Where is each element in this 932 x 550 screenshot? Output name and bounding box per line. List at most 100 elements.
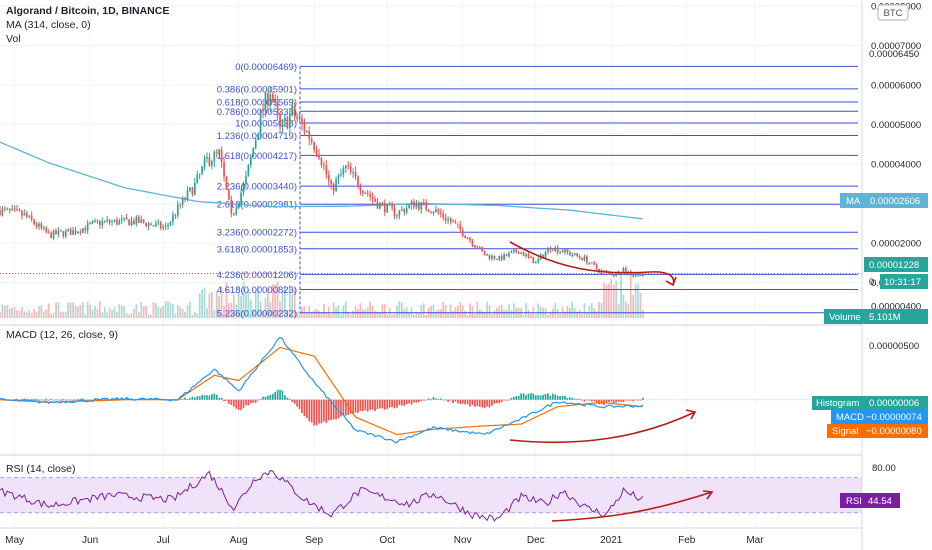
- candle-body: [16, 209, 18, 211]
- candle-body: [262, 109, 264, 112]
- volume-bar: [442, 301, 445, 318]
- candle-body: [67, 229, 70, 231]
- candle-body: [276, 102, 279, 115]
- volume-bar: [634, 284, 637, 318]
- macd-histogram-bar: [25, 399, 28, 400]
- volume-bar: [293, 288, 296, 318]
- price-tag-value: 0.00001228: [869, 260, 919, 271]
- macd-histogram-bar: [639, 399, 642, 401]
- volume-bar: [91, 309, 94, 318]
- macd-trend-curve[interactable]: [509, 411, 696, 444]
- macd-histogram-bar: [72, 399, 74, 401]
- macd-histogram-bar: [590, 399, 593, 402]
- rsi-trend-curve[interactable]: [551, 491, 713, 522]
- volume-bar: [242, 281, 245, 318]
- macd-histogram-bar: [371, 399, 374, 410]
- price-axis-label: 0.00004000: [871, 159, 921, 170]
- candle-body: [615, 272, 617, 276]
- price-divergence-curve[interactable]: [509, 241, 675, 286]
- macd-histogram-bar: [120, 397, 123, 400]
- volume-bar: [147, 313, 150, 318]
- volume-bar: [469, 303, 471, 318]
- volume-bar: [276, 281, 279, 318]
- trend-annotations[interactable]: [509, 241, 714, 522]
- candle-body: [342, 168, 345, 175]
- macd-histogram-bar: [62, 399, 65, 400]
- volume-bar: [522, 314, 525, 318]
- macd-histogram-bar: [586, 399, 588, 401]
- candle-body: [281, 120, 284, 128]
- macd-histogram-bar: [262, 396, 264, 400]
- candle-body: [444, 217, 447, 221]
- candle-body: [206, 157, 208, 159]
- macd-histogram-bar: [69, 399, 72, 401]
- volume-bar: [271, 284, 274, 318]
- macd-histogram-bar: [181, 398, 184, 400]
- volume-bar: [62, 311, 65, 318]
- volume-bar: [376, 311, 379, 318]
- macd-histogram-bar: [366, 399, 369, 412]
- volume-bar: [225, 282, 228, 318]
- candle-body: [113, 219, 116, 222]
- candle-body: [106, 219, 109, 221]
- macd-histogram-bar: [21, 399, 23, 401]
- macd-histogram-bar: [276, 389, 279, 400]
- candle-body: [374, 198, 376, 202]
- candle-body: [603, 270, 605, 272]
- time-axis[interactable]: May Jun Jul Aug Sep Oct Nov Dec 2021 Feb Mar: [5, 535, 764, 546]
- macd-histogram-bar: [52, 399, 55, 401]
- volume-bar: [98, 301, 101, 318]
- candle-body: [69, 229, 72, 235]
- volume-bar: [72, 302, 74, 318]
- candle-body: [362, 191, 364, 194]
- macd-histogram-bar: [403, 399, 406, 406]
- macd-histogram-bar: [374, 399, 376, 412]
- candle-body: [30, 215, 33, 220]
- volume-bar: [478, 309, 481, 318]
- rsi-series-line: [0, 470, 644, 522]
- candle-body: [55, 230, 57, 235]
- candle-body: [403, 209, 406, 213]
- volume-bar: [193, 312, 196, 318]
- volume-bar: [137, 311, 140, 318]
- volume-bar: [559, 313, 561, 318]
- macd-histogram-bar: [305, 399, 308, 419]
- macd-histogram-bar: [620, 399, 622, 402]
- macd-histogram-bar: [279, 389, 281, 400]
- volume-bar: [483, 311, 486, 318]
- volume-bar: [230, 302, 233, 318]
- volume-bar: [264, 298, 267, 318]
- candle-body: [84, 228, 87, 231]
- candle-body: [505, 254, 508, 257]
- volume-bar: [530, 314, 532, 318]
- macd-histogram-bar: [218, 397, 221, 400]
- candle-body: [386, 203, 389, 213]
- volume-bar: [211, 292, 213, 318]
- macd-histogram-bar: [298, 399, 301, 410]
- fibonacci-retracement[interactable]: 0(0.00006469) 0.386(0.00005901) 0.618(0.00…: [0, 62, 862, 319]
- candle-body: [147, 223, 150, 227]
- fib-level-label: 0.786(0.00005333): [217, 107, 297, 118]
- candle-body: [264, 92, 267, 112]
- countdown-tag: [880, 274, 928, 289]
- candle-body: [25, 213, 28, 217]
- candle-body: [520, 252, 523, 254]
- candle-body: [155, 223, 157, 226]
- volume-bar: [169, 302, 172, 318]
- candle-body: [288, 114, 291, 129]
- candle-body: [184, 197, 186, 200]
- candle-body: [98, 221, 101, 226]
- candle-body: [388, 203, 391, 205]
- macd-histogram-bar: [437, 398, 440, 400]
- macd-histogram-bar: [352, 399, 354, 415]
- volume-bar: [228, 303, 230, 318]
- macd-histogram-bar: [64, 399, 67, 401]
- macd-histogram-bar: [383, 399, 386, 410]
- ma-series-line: [0, 141, 643, 220]
- volume-bar: [325, 313, 328, 318]
- currency-badge[interactable]: [877, 4, 909, 21]
- volume-bar: [566, 306, 569, 318]
- ma-tag-name: MA: [846, 196, 861, 207]
- volume-bar: [86, 301, 89, 318]
